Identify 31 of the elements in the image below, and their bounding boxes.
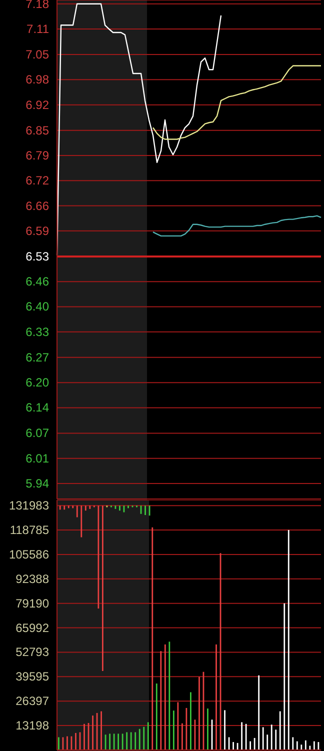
y-tick-label: 6.40 — [26, 300, 50, 314]
y-tick-label: 5.94 — [26, 476, 50, 491]
y-tick-label: 13198 — [16, 718, 50, 733]
line-series — [152, 215, 322, 237]
y-tick-label: 6.46 — [26, 274, 50, 289]
y-tick-label: 6.79 — [26, 148, 50, 162]
y-tick-label: 65992 — [16, 620, 50, 635]
y-tick-label: 79190 — [16, 596, 50, 610]
y-tick-label: 52793 — [16, 645, 50, 660]
y-tick-label: 6.98 — [26, 72, 50, 87]
y-tick-label: 6.53 — [26, 249, 50, 264]
y-tick-label: 118785 — [10, 523, 50, 538]
y-tick-label: 131983 — [8, 498, 50, 513]
y-tick-label: 6.27 — [26, 350, 50, 364]
y-tick-label: 7.11 — [26, 22, 50, 36]
y-tick-label: 6.85 — [26, 123, 50, 138]
y-tick-label: 6.14 — [26, 400, 50, 415]
y-tick-label: 6.07 — [26, 426, 50, 440]
y-tick-label: 92388 — [16, 572, 50, 586]
y-tick-label: 6.66 — [26, 198, 50, 213]
y-tick-label: 6.20 — [26, 376, 50, 390]
y-tick-label: 6.92 — [26, 98, 50, 112]
y-tick-label: 7.05 — [26, 48, 50, 62]
y-tick-label: 105586 — [8, 547, 50, 562]
y-tick-label: 6.33 — [26, 324, 50, 339]
y-tick-label: 6.01 — [26, 451, 50, 466]
y-tick-label: 26397 — [16, 694, 50, 708]
y-tick-label: 6.59 — [26, 224, 50, 238]
y-tick-label: 6.72 — [26, 174, 50, 188]
y-tick-label: 39595 — [16, 670, 50, 684]
line-series — [152, 65, 322, 140]
